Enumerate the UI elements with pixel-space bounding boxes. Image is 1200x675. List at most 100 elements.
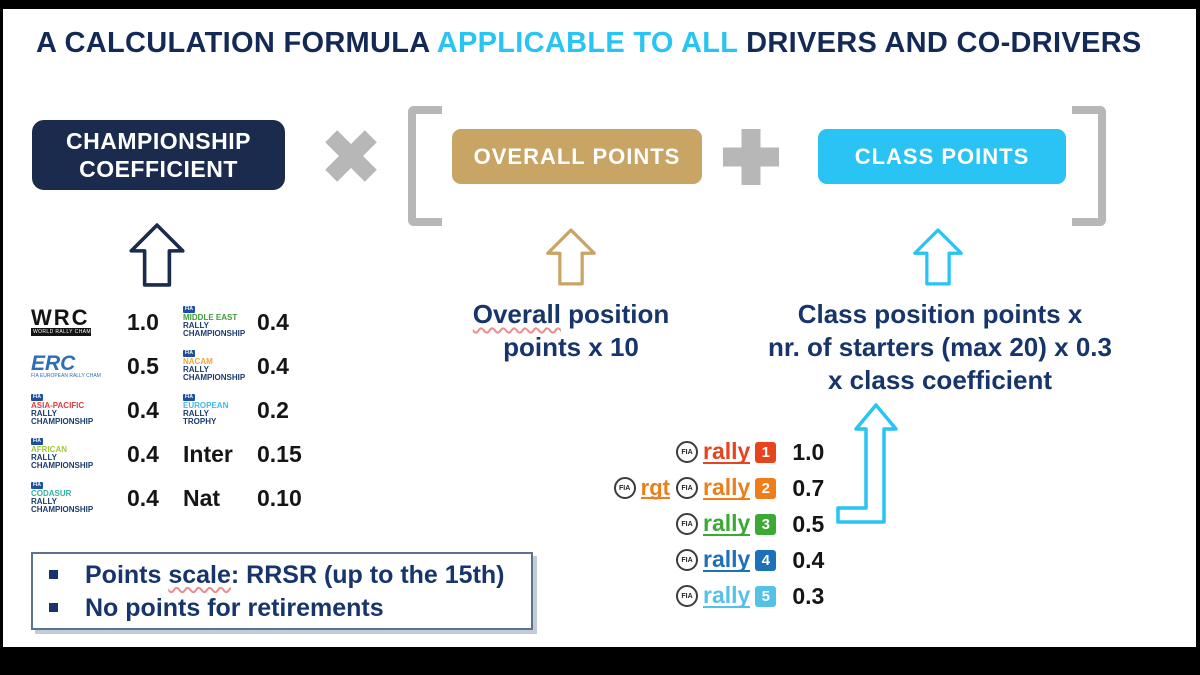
rally1-row: FIA rally 1 1.0 [588, 434, 844, 470]
rally3-wordmark: rally [703, 509, 751, 536]
european-rally-trophy-logo: FIA EUROPEAN RALLY TROPHY [183, 394, 257, 426]
logo-line3: CHAMPIONSHIP [31, 461, 94, 470]
title-suffix: DRIVERS AND CO-DRIVERS [737, 27, 1142, 59]
logo-line1: EUROPEAN [183, 401, 229, 410]
asia-pacific-rally-logo: FIA ASIA-PACIFIC RALLY CHAMPIONSHIP [31, 394, 127, 426]
fia-roundel-icon: FIA [676, 585, 698, 607]
class-points-note: Class position points x nr. of starters … [757, 298, 1123, 397]
rally4-row: FIA rally 4 0.4 [588, 542, 844, 578]
logo-line3: CHAMPIONSHIP [31, 505, 94, 514]
wrc-subtitle: WORLD RALLY CHAMPIONSHIP [31, 328, 91, 336]
fia-roundel-icon: FIA [676, 513, 698, 535]
logo-line3: CHAMPIONSHIP [31, 417, 94, 426]
rally5-number-badge: 5 [755, 585, 777, 607]
rally5-row: FIA rally 5 0.3 [588, 578, 844, 614]
fia-roundel-icon: FIA [676, 477, 698, 499]
rally2-coefficient: 0.7 [792, 474, 825, 501]
title-highlight: APPLICABLE TO ALL [436, 27, 738, 59]
rally-class-list: FIA rally 1 1.0 FIA rgt FIA rally 2 0.7 … [588, 434, 844, 614]
fia-chip-icon: FIA [183, 350, 195, 357]
logo-line2: RALLY [183, 321, 209, 330]
logo-line3: CHAMPIONSHIP [183, 373, 246, 382]
coefficient-value: 0.5 [127, 352, 159, 379]
coefficient-line2: COEFFICIENT [79, 156, 238, 182]
fia-roundel-icon: FIA [676, 441, 698, 463]
rally3-coefficient: 0.5 [792, 510, 825, 537]
fia-chip-icon: FIA [183, 306, 195, 313]
logo-line1: ASIA-PACIFIC [31, 401, 85, 410]
plus-icon [723, 129, 779, 185]
fia-chip-icon: FIA [183, 394, 195, 401]
coefficient-value: 0.4 [127, 396, 159, 423]
points-rules-box: Points scale: RRSR (up to the 15th) No p… [31, 552, 533, 630]
rgt-wordmark: rgt [640, 474, 670, 500]
fia-chip-icon: FIA [31, 482, 43, 489]
logo-line2: RALLY [183, 409, 209, 418]
coefficient-value: 0.10 [257, 484, 302, 511]
fia-chip-icon: FIA [31, 438, 43, 445]
rally2-wordmark: rally [703, 473, 751, 500]
fia-rgt-logo: FIA rgt [588, 474, 670, 500]
overall-word: Overall [472, 299, 561, 329]
class-points-box: CLASS POINTS [818, 129, 1066, 184]
rally5-coefficient: 0.3 [792, 582, 825, 609]
multiply-icon [325, 130, 377, 182]
rally2-number-badge: 2 [755, 477, 777, 499]
logo-line1: AFRICAN [31, 445, 67, 454]
class-note-line1: Class position points x [797, 299, 1083, 329]
coefficient-value: 0.4 [127, 440, 159, 467]
left-bracket [408, 106, 442, 226]
coefficient-value: 0.15 [257, 440, 302, 467]
championship-coefficient-box: CHAMPIONSHIP COEFFICIENT [32, 120, 285, 190]
rule2-text: No points for retirements [85, 593, 384, 622]
overall-note-line2: points x 10 [503, 332, 639, 362]
rally4-wordmark: rally [703, 545, 751, 572]
logo-line2: RALLY [31, 497, 57, 506]
nat-label: Nat [183, 484, 221, 511]
coefficient-value: 0.2 [257, 396, 289, 423]
up-arrow-cyan-icon [913, 228, 963, 286]
letterbox-bottom [0, 647, 1200, 675]
logo-line1: NACAM [183, 357, 213, 366]
rally5-wordmark: rally [703, 581, 751, 608]
class-note-line2: nr. of starters (max 20) x 0.3 [768, 332, 1112, 362]
up-arrow-navy-icon [129, 223, 185, 287]
logo-line1: CODASUR [31, 489, 72, 498]
rally1-coefficient: 1.0 [792, 438, 825, 465]
overall-note-line1-rest: position [560, 299, 670, 329]
erc-logo: ERC FIA EUROPEAN RALLY CHAMPIONSHIP [31, 351, 127, 379]
rally4-coefficient: 0.4 [792, 546, 825, 573]
inter-label: Inter [183, 440, 233, 467]
overall-points-box: OVERALL POINTS [452, 129, 702, 184]
rule1-text: Points scale: RRSR (up to the 15th) [85, 560, 505, 589]
logo-line2: RALLY [183, 365, 209, 374]
overall-points-label: OVERALL POINTS [473, 143, 681, 169]
class-points-label: CLASS POINTS [854, 143, 1030, 169]
coefficient-value: 0.4 [257, 352, 289, 379]
wrc-logo: WRC WORLD RALLY CHAMPIONSHIP [31, 305, 127, 336]
class-note-line3: x class coefficient [828, 365, 1052, 395]
logo-line3: CHAMPIONSHIP [183, 329, 246, 338]
bullet-square-icon [49, 603, 58, 612]
coefficient-line1: CHAMPIONSHIP [66, 128, 251, 154]
logo-line2: RALLY [31, 453, 57, 462]
erc-wordmark: ERC [31, 351, 76, 375]
codasur-rally-logo: FIA CODASUR RALLY CHAMPIONSHIP [31, 482, 127, 514]
letterbox-top [0, 0, 1200, 9]
rally1-wordmark: rally [703, 437, 751, 464]
title-prefix: A CALCULATION FORMULA [36, 27, 437, 59]
african-rally-logo: FIA AFRICAN RALLY CHAMPIONSHIP [31, 438, 127, 470]
overall-points-note: Overall position points x 10 [430, 298, 712, 364]
rally1-number-badge: 1 [755, 441, 777, 463]
overall-note-line1: Overall position [430, 298, 712, 331]
letterbox-left [0, 0, 3, 675]
wrc-wordmark: WRC [31, 305, 90, 330]
logo-line1: MIDDLE EAST [183, 313, 238, 322]
logo-line3: TROPHY [183, 417, 217, 426]
coefficient-value: 0.4 [257, 308, 289, 335]
letterbox-right [1196, 0, 1200, 675]
rally2-row: FIA rgt FIA rally 2 0.7 [588, 470, 844, 506]
rally3-number-badge: 3 [755, 513, 777, 535]
rule-bullet-1: Points scale: RRSR (up to the 15th) [33, 560, 531, 590]
